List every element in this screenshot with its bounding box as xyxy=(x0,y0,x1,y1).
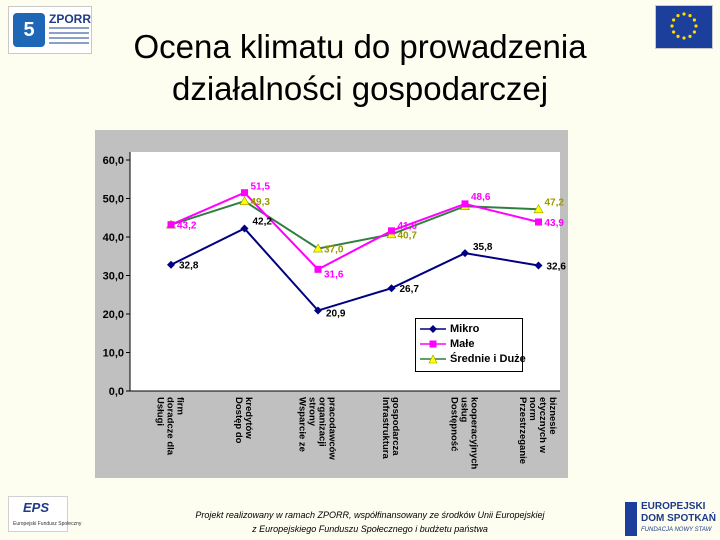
x-category-label-line: strony xyxy=(307,397,318,427)
x-category-label-line: Przestrzeganie xyxy=(517,397,528,464)
x-category-label-line: usług xyxy=(459,397,470,423)
data-label: 26,7 xyxy=(400,284,420,295)
line-chart: 0,0 10,0 20,0 30,0 40,0 50,0 60,0 Usługi doradcz… xyxy=(103,152,567,470)
data-point-srednie-duze xyxy=(312,243,324,253)
data-point-mikro xyxy=(240,224,249,233)
data-label: 20,9 xyxy=(326,309,346,320)
data-label: 41,6 xyxy=(398,221,418,232)
europejski-dom-spotkan-logo: EUROPEJSKI DOM SPOTKAŃ FUNDACJA NOWY STA… xyxy=(625,500,716,538)
legend-swatch-srednie-duze xyxy=(420,354,446,364)
chart-legend: Mikro Małe Średnie i Duże xyxy=(415,318,526,372)
data-point-male xyxy=(535,218,542,226)
eps-logo-text: EPS xyxy=(23,500,50,515)
data-label: 47,2 xyxy=(545,197,565,208)
zporr-logo-mark: 5 xyxy=(13,13,45,47)
data-label: 42,2 xyxy=(253,217,273,228)
eps-logo-tag: Europejski Fundusz Społeczny xyxy=(13,521,82,527)
data-point-mikro xyxy=(314,306,322,315)
data-label: 32,8 xyxy=(179,261,199,272)
legend-swatch-male xyxy=(420,340,446,348)
x-category-label-line: doradcze dla xyxy=(165,397,176,456)
eu-flag-icon xyxy=(655,5,713,49)
data-label: 49,3 xyxy=(251,197,271,208)
eds-logo-mark-icon xyxy=(625,502,637,536)
x-category-label-line: organizacji xyxy=(317,397,328,447)
legend-item-male: Małe xyxy=(420,338,474,352)
x-category-label-line: firm xyxy=(175,397,186,415)
eu-stars-icon xyxy=(670,12,698,40)
data-point-mikro xyxy=(167,260,175,269)
x-category-label: Wsparcie ze strony organizacji pracodawców xyxy=(297,397,338,460)
eps-logo: EPS Europejski Fundusz Społeczny xyxy=(8,496,81,532)
footer-note-line-2: z Europejskiego Funduszu Społecznego i b… xyxy=(252,524,488,534)
data-point-mikro xyxy=(461,249,469,258)
x-category-label-line: etycznych w xyxy=(537,397,548,454)
data-point-male xyxy=(461,200,469,208)
data-label: 31,6 xyxy=(324,269,344,280)
x-category-label-line: Dostępność xyxy=(449,397,460,451)
data-label: 40,7 xyxy=(398,230,418,241)
footer-note-line-1: Projekt realizowany w ramach ZPORR, wspó… xyxy=(195,510,545,520)
x-category-label-line: gospodarcza xyxy=(390,397,401,456)
y-tick-label: 0,0 xyxy=(109,386,124,398)
data-point-male xyxy=(388,227,395,235)
x-category-label-line: Wsparcie ze xyxy=(297,397,308,452)
data-label: 48,6 xyxy=(471,192,491,203)
data-point-male xyxy=(167,221,175,229)
x-category-label-line: kooperacyjnych xyxy=(469,397,480,470)
x-category-label: Infrastruktura gospodarcza xyxy=(380,397,401,459)
data-point-srednie-duze xyxy=(533,204,544,214)
eds-logo-line-3: FUNDACJA NOWY STAW xyxy=(641,527,712,533)
y-tick-label: 10,0 xyxy=(103,348,124,360)
x-category-label: Dostęp do kredytów xyxy=(233,397,254,444)
x-category-label-line: Infrastruktura xyxy=(380,397,391,459)
data-label: 43,2 xyxy=(177,221,197,232)
data-point-mikro xyxy=(387,284,396,293)
y-tick-label: 60,0 xyxy=(103,155,124,167)
footer-note: Projekt realizowany w ramach ZPORR, wspó… xyxy=(120,508,620,536)
legend-label-srednie-duze: Średnie i Duże xyxy=(450,353,526,365)
x-category-label-line: biznesie xyxy=(547,397,558,435)
series-line-1 xyxy=(170,191,539,271)
series-line-0 xyxy=(170,227,539,312)
x-category-label: Przestrzeganie norm etycznych w biznesie xyxy=(517,397,558,464)
data-label: 35,8 xyxy=(473,242,493,253)
x-category-label: Dostępność usług kooperacyjnych xyxy=(449,397,480,470)
page-title: Ocena klimatu do prowadzenia działalnośc… xyxy=(95,26,625,110)
y-tick-label: 30,0 xyxy=(103,271,124,283)
chart-panel: 0,0 10,0 20,0 30,0 40,0 50,0 60,0 Usługi doradcz… xyxy=(95,130,568,478)
page-title-line-2: działalności gospodarczej xyxy=(171,70,549,107)
x-category-label-line: kredytów xyxy=(243,397,254,439)
x-category-label-line: pracodawców xyxy=(327,397,338,460)
x-category-label-line: Dostęp do xyxy=(233,397,244,444)
zporr-logo-subtext xyxy=(49,27,89,47)
data-point-mikro xyxy=(534,261,543,270)
legend-swatch-mikro xyxy=(420,325,446,333)
x-category-label: Usługi doradcze dla firm xyxy=(155,397,186,456)
data-label: 32,6 xyxy=(547,261,567,272)
legend-label-male: Małe xyxy=(450,338,475,350)
y-tick-label: 20,0 xyxy=(103,309,124,321)
x-category-label-line: norm xyxy=(527,397,538,421)
data-point-male xyxy=(314,265,322,273)
legend-label-mikro: Mikro xyxy=(450,323,480,335)
legend-item-srednie-duze: Średnie i Duże xyxy=(420,353,526,367)
eds-logo-line-2: DOM SPOTKAŃ xyxy=(641,513,716,524)
data-label: 37,0 xyxy=(324,245,344,256)
data-label: 51,5 xyxy=(251,182,271,193)
page-title-line-1: Ocena klimatu do prowadzenia xyxy=(133,28,587,65)
zporr-logo-text: ZPORR xyxy=(49,12,91,26)
y-tick-label: 40,0 xyxy=(103,232,124,244)
data-point-male xyxy=(241,189,248,197)
zporr-logo: 5 ZPORR xyxy=(8,6,92,54)
legend-item-mikro: Mikro xyxy=(420,323,479,337)
x-category-label-line: Usługi xyxy=(155,397,166,426)
eds-logo-line-1: EUROPEJSKI xyxy=(641,501,706,512)
data-point-srednie-duze xyxy=(239,196,250,205)
data-label: 43,9 xyxy=(545,218,565,229)
y-tick-label: 50,0 xyxy=(103,194,124,206)
